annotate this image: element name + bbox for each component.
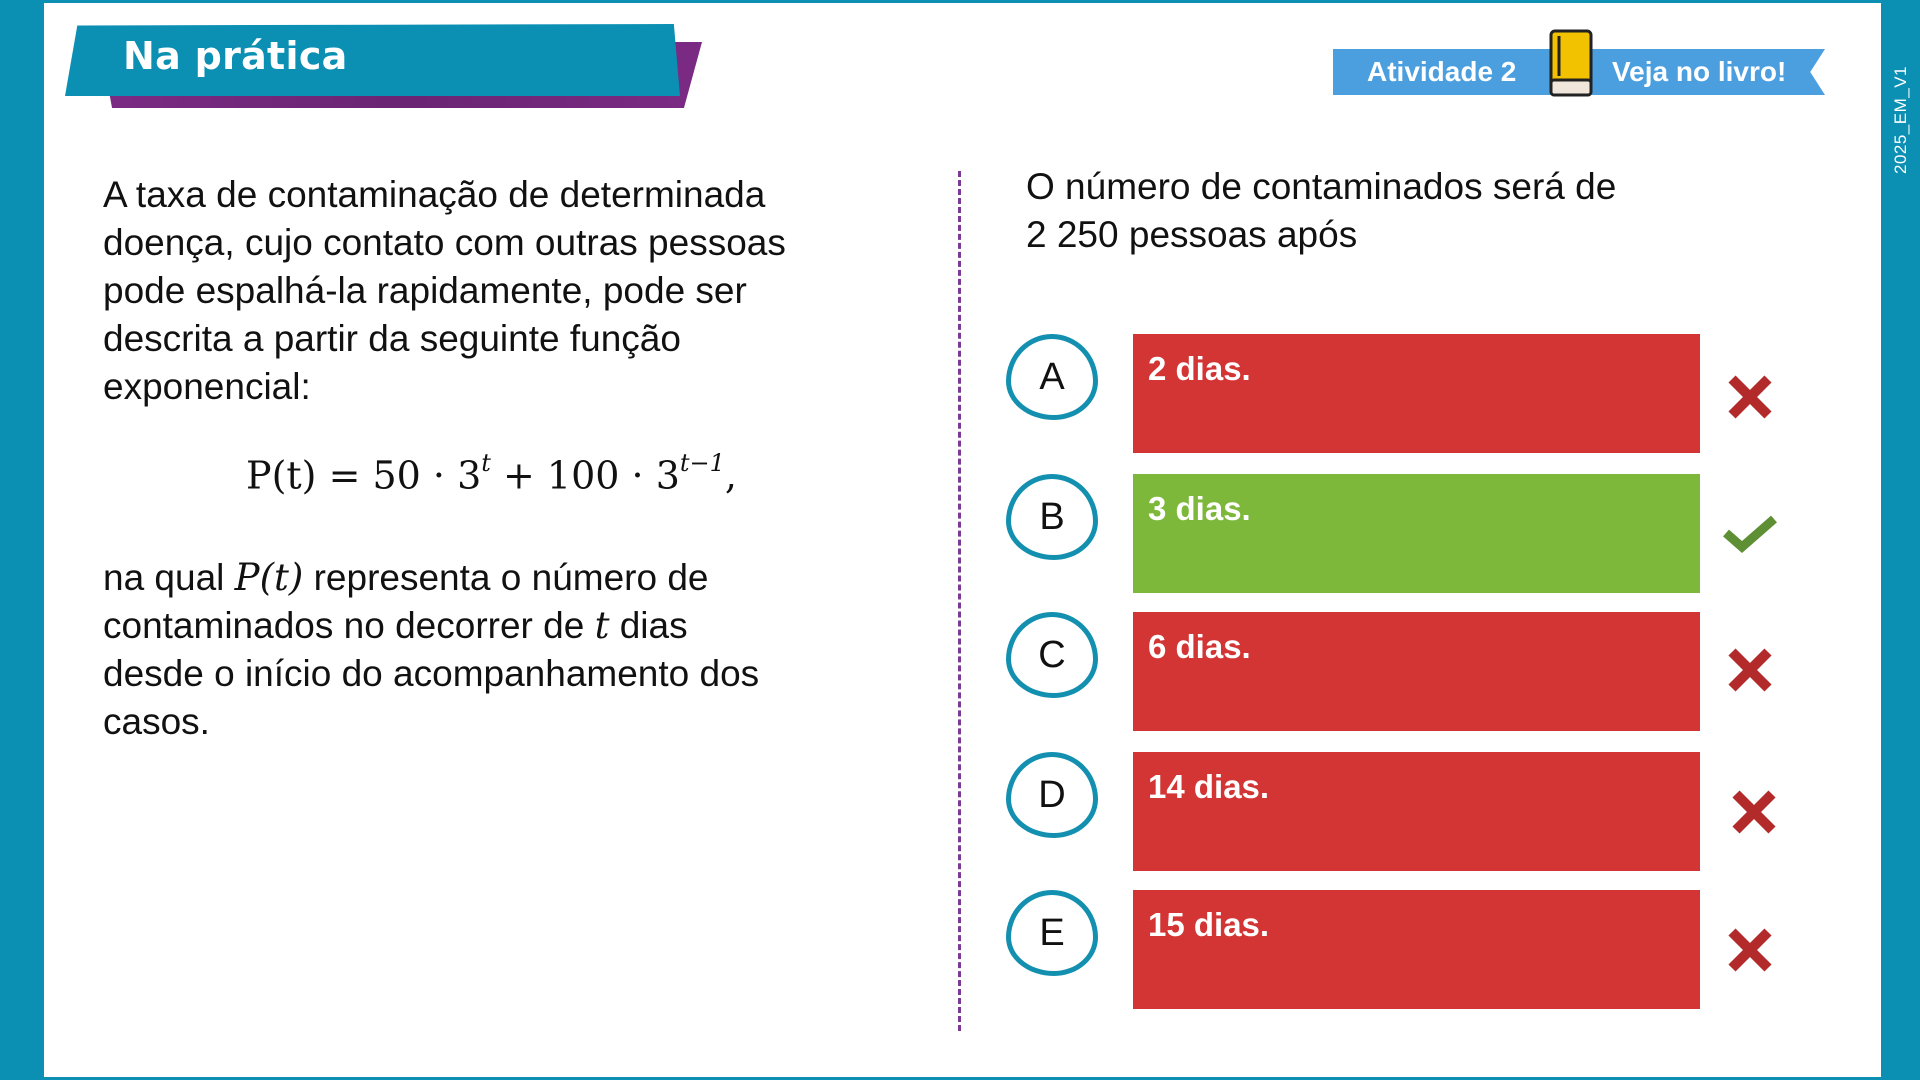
problem-explanation: na qual P(t) representa o número de cont… — [103, 554, 863, 746]
option-d-letter[interactable]: D — [1006, 752, 1098, 838]
formula-part: P(t) = 50 · 3 — [246, 453, 482, 498]
question-line: O número de contaminados será de — [1026, 166, 1617, 207]
text: contaminados no decorrer de — [103, 605, 595, 646]
intro-line: doença, cujo contato com outras pessoas — [103, 222, 786, 263]
question-line: 2 250 pessoas após — [1026, 214, 1358, 255]
explanation-line: desde o início do acompanhamento dos — [103, 653, 760, 694]
text: representa o número de — [303, 557, 709, 598]
problem-intro: A taxa de contaminação de determinada do… — [103, 171, 863, 411]
check-icon — [1723, 515, 1777, 553]
option-c[interactable]: 6 dias. — [1133, 612, 1700, 731]
option-text: 6 dias. — [1148, 628, 1251, 665]
explanation-line: na qual P(t) representa o número de — [103, 554, 863, 602]
activity-label: Atividade 2 — [1367, 56, 1517, 87]
see-book-label: Veja no livro! — [1612, 56, 1787, 87]
banner-main — [65, 24, 680, 96]
formula: P(t) = 50 · 3t + 100 · 3t−1, — [246, 449, 737, 498]
math-var: t — [594, 604, 610, 647]
formula-part: + 100 · 3 — [490, 453, 680, 498]
option-b[interactable]: 3 dias. — [1133, 474, 1700, 593]
option-e-letter[interactable]: E — [1006, 890, 1098, 976]
option-text: 2 dias. — [1148, 350, 1251, 387]
book-icon — [1549, 29, 1593, 97]
section-banner: Na prática — [65, 24, 705, 110]
frame-top — [0, 0, 1920, 3]
wrong-icon — [1728, 648, 1772, 692]
formula-exponent: t−1 — [679, 449, 725, 477]
wrong-icon — [1728, 928, 1772, 972]
frame-left-bar — [0, 0, 44, 1080]
intro-line: pode espalhá-la rapidamente, pode ser — [103, 270, 747, 311]
version-tag: 2025_EM_V1 — [1886, 60, 1916, 180]
intro-line: exponencial: — [103, 366, 311, 407]
wrong-icon — [1732, 790, 1776, 834]
wrong-icon — [1728, 375, 1772, 419]
option-text: 14 dias. — [1148, 768, 1270, 805]
option-c-letter[interactable]: C — [1006, 612, 1098, 698]
option-a-letter[interactable]: A — [1006, 334, 1098, 420]
text: dias — [609, 605, 688, 646]
math-var: P(t) — [234, 556, 304, 599]
option-text: 3 dias. — [1148, 490, 1251, 527]
version-tag-text: 2025_EM_V1 — [1891, 65, 1910, 175]
intro-line: descrita a partir da seguinte função — [103, 318, 681, 359]
option-a[interactable]: 2 dias. — [1133, 334, 1700, 453]
text: na qual — [103, 557, 235, 598]
formula-part: , — [724, 453, 737, 498]
question-text: O número de contaminados será de 2 250 p… — [1026, 163, 1806, 259]
option-b-letter[interactable]: B — [1006, 474, 1098, 560]
frame-bottom — [0, 1077, 1920, 1080]
page-title: Na prática — [123, 34, 348, 78]
frame-right-bar — [1881, 0, 1920, 1080]
option-e[interactable]: 15 dias. — [1133, 890, 1700, 1009]
intro-line: A taxa de contaminação de determinada — [103, 174, 766, 215]
explanation-line: casos. — [103, 701, 210, 742]
option-text: 15 dias. — [1148, 906, 1270, 943]
option-d[interactable]: 14 dias. — [1133, 752, 1700, 871]
column-divider — [958, 171, 961, 1031]
formula-exponent: t — [481, 449, 491, 477]
explanation-line: contaminados no decorrer de t dias — [103, 602, 863, 650]
